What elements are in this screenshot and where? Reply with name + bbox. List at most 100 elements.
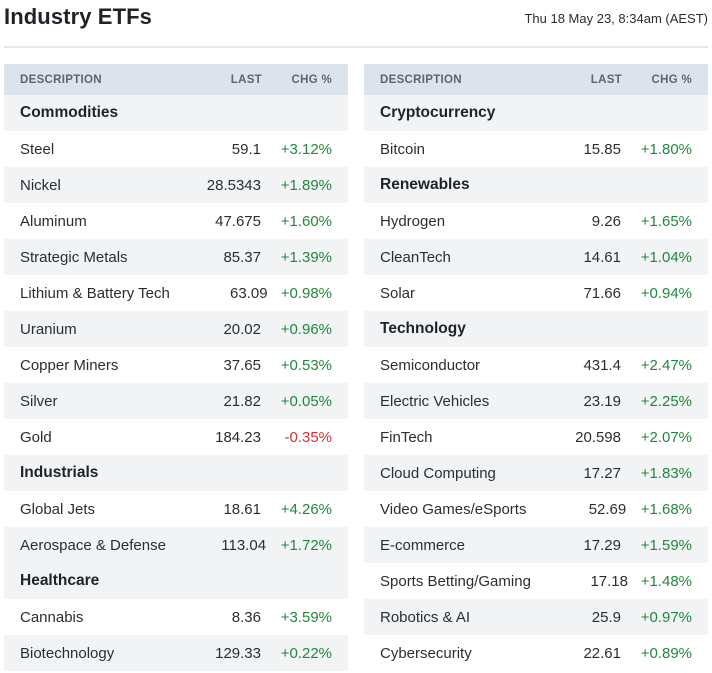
table-row[interactable]: Copper Miners 37.65 +0.53% (4, 347, 348, 383)
change-percent: +1.72% (280, 536, 332, 554)
table-row[interactable]: Hydrogen 9.26 +1.65% (364, 203, 708, 239)
last-price: 47.675 (215, 212, 261, 230)
etf-name[interactable]: Uranium (20, 320, 77, 338)
last-price: 17.29 (583, 536, 621, 554)
table-row[interactable]: Gold 184.23 -0.35% (4, 419, 348, 455)
change-percent: +1.83% (640, 464, 692, 482)
group-label: Commodities (20, 104, 119, 121)
group-label: Technology (380, 320, 466, 337)
table-row[interactable]: Strategic Metals 85.37 +1.39% (4, 239, 348, 275)
table-row[interactable]: Uranium 20.02 +0.96% (4, 311, 348, 347)
etf-name[interactable]: Cannabis (20, 608, 84, 626)
group-header: Renewables (364, 167, 708, 203)
group-label: Healthcare (20, 572, 100, 589)
table-row[interactable]: Nickel 28.5343 +1.89% (4, 167, 348, 203)
table-row[interactable]: Lithium & Battery Tech 63.09 +0.98% (4, 275, 348, 311)
change-percent: +1.89% (280, 176, 332, 194)
table-body: Cryptocurrency Bitcoin 15.85 +1.80% Renewabl… (364, 95, 708, 671)
etf-name[interactable]: Cloud Computing (380, 464, 496, 482)
last-price: 113.04 (221, 536, 267, 554)
column-header-description[interactable]: DESCRIPTION (380, 73, 462, 86)
table-row[interactable]: Steel 59.1 +3.12% (4, 131, 348, 167)
table-row[interactable]: Robotics & AI 25.9 +0.97% (364, 599, 708, 635)
column-header-chg[interactable]: CHG % (651, 73, 692, 86)
group-header: Commodities (4, 95, 348, 131)
table-row[interactable]: Electric Vehicles 23.19 +2.25% (364, 383, 708, 419)
last-price: 52.69 (588, 500, 627, 518)
etf-name[interactable]: Solar (380, 284, 416, 302)
etf-table-right: DESCRIPTION LAST CHG % Cryptocurrency Bit… (364, 64, 708, 671)
etf-name[interactable]: Cybersecurity (380, 644, 472, 662)
last-price: 71.66 (583, 284, 621, 302)
table-row[interactable]: Global Jets 18.61 +4.26% (4, 491, 348, 527)
table-row[interactable]: Cloud Computing 17.27 +1.83% (364, 455, 708, 491)
last-price: 14.61 (583, 248, 621, 266)
etf-name[interactable]: CleanTech (380, 248, 451, 266)
table-row[interactable]: Semiconductor 431.4 +2.47% (364, 347, 708, 383)
last-price: 25.9 (591, 608, 621, 626)
etf-name[interactable]: Steel (20, 140, 55, 158)
last-price: 9.26 (591, 212, 621, 230)
table-row[interactable]: Aerospace & Defense 113.04 +1.72% (4, 527, 348, 563)
last-price: 184.23 (215, 428, 261, 446)
etf-name[interactable]: Aerospace & Defense (20, 536, 166, 554)
last-price: 18.61 (223, 500, 261, 518)
change-percent: +0.94% (640, 284, 692, 302)
column-header-chg[interactable]: CHG % (291, 73, 332, 86)
table-row[interactable]: Aluminum 47.675 +1.60% (4, 203, 348, 239)
group-label: Industrials (20, 464, 99, 481)
change-percent: +0.96% (280, 320, 332, 338)
table-row[interactable]: Biotechnology 129.33 +0.22% (4, 635, 348, 671)
column-header-description[interactable]: DESCRIPTION (20, 73, 102, 86)
group-header: Healthcare (4, 563, 348, 599)
table-row[interactable]: Cannabis 8.36 +3.59% (4, 599, 348, 635)
last-price: 20.02 (223, 320, 261, 338)
change-percent: +1.04% (640, 248, 692, 266)
etf-name[interactable]: Bitcoin (380, 140, 426, 158)
etf-name[interactable]: Electric Vehicles (380, 392, 490, 410)
last-price: 17.27 (583, 464, 621, 482)
last-price: 431.4 (583, 356, 621, 374)
last-price: 85.37 (223, 248, 261, 266)
change-percent: +0.89% (640, 644, 692, 662)
table-row[interactable]: Cybersecurity 22.61 +0.89% (364, 635, 708, 671)
table-row[interactable]: Video Games/eSports 52.69 +1.68% (364, 491, 708, 527)
timestamp: Thu 18 May 23, 8:34am (AEST) (524, 11, 708, 26)
etf-name[interactable]: Silver (20, 392, 58, 410)
etf-name[interactable]: FinTech (380, 428, 433, 446)
table-row[interactable]: CleanTech 14.61 +1.04% (364, 239, 708, 275)
table-row[interactable]: Bitcoin 15.85 +1.80% (364, 131, 708, 167)
etf-name[interactable]: Copper Miners (20, 356, 119, 374)
etf-name[interactable]: Hydrogen (380, 212, 446, 230)
column-header-last[interactable]: LAST (230, 73, 262, 86)
table-header: DESCRIPTION LAST CHG % (364, 64, 708, 95)
etf-name[interactable]: Semiconductor (380, 356, 481, 374)
etf-name[interactable]: Global Jets (20, 500, 96, 518)
etf-name[interactable]: Robotics & AI (380, 608, 471, 626)
table-row[interactable]: FinTech 20.598 +2.07% (364, 419, 708, 455)
change-percent: +3.12% (280, 140, 332, 158)
etf-name[interactable]: E-commerce (380, 536, 466, 554)
last-price: 37.65 (223, 356, 261, 374)
etf-name[interactable]: Nickel (20, 176, 61, 194)
table-row[interactable]: Sports Betting/Gaming 17.18 +1.48% (364, 563, 708, 599)
table-row[interactable]: Solar 71.66 +0.94% (364, 275, 708, 311)
table-row[interactable]: E-commerce 17.29 +1.59% (364, 527, 708, 563)
etf-name[interactable]: Sports Betting/Gaming (380, 572, 531, 590)
etf-name[interactable]: Video Games/eSports (380, 500, 527, 518)
change-percent: +0.97% (640, 608, 692, 626)
table-row[interactable]: Silver 21.82 +0.05% (4, 383, 348, 419)
etf-name[interactable]: Gold (20, 428, 52, 446)
column-header-last[interactable]: LAST (590, 73, 622, 86)
etf-name[interactable]: Biotechnology (20, 644, 115, 662)
etf-name[interactable]: Lithium & Battery Tech (20, 284, 170, 302)
page-title: Industry ETFs (4, 4, 152, 29)
last-price: 8.36 (231, 608, 261, 626)
last-price: 15.85 (583, 140, 621, 158)
etf-name[interactable]: Aluminum (20, 212, 87, 230)
change-percent: +1.60% (280, 212, 332, 230)
last-price: 22.61 (583, 644, 621, 662)
change-percent: -0.35% (284, 428, 332, 446)
table-header: DESCRIPTION LAST CHG % (4, 64, 348, 95)
etf-name[interactable]: Strategic Metals (20, 248, 128, 266)
